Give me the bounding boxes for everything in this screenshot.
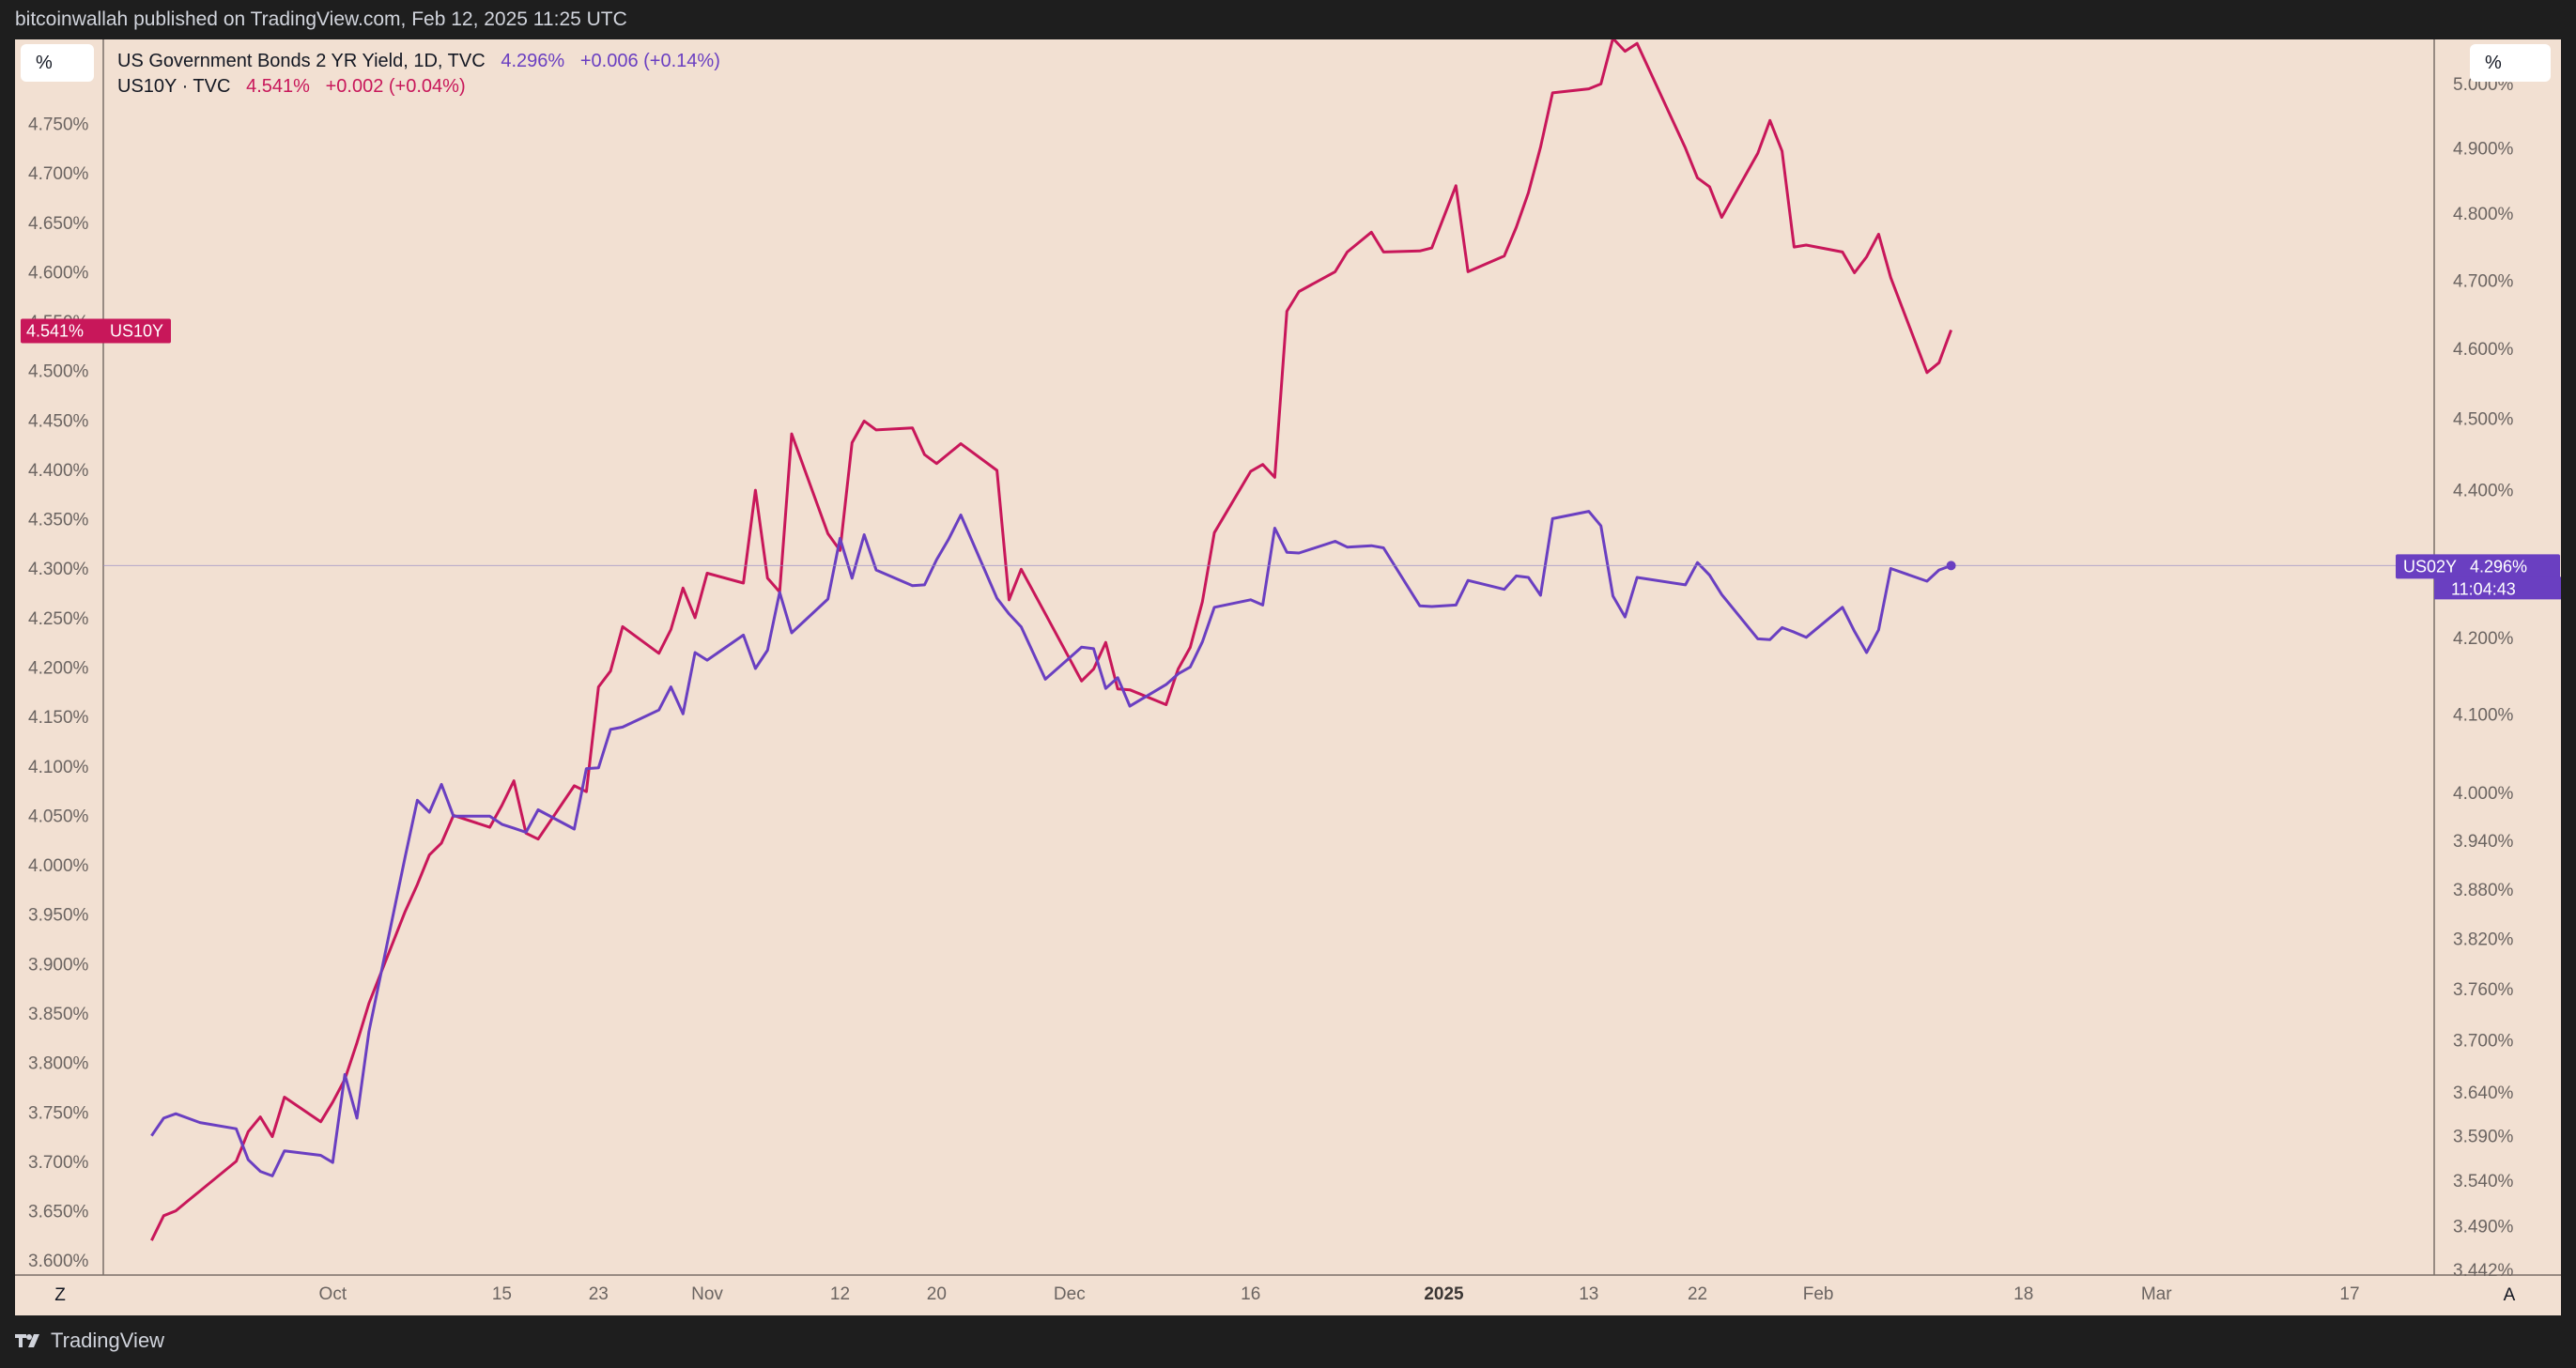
right-tick-label: 3.940% (2453, 832, 2514, 852)
us10y-price-tag: 4.541% (26, 322, 84, 341)
legend-name-us02y: US Government Bonds 2 YR Yield, 1D, TVC (117, 51, 486, 71)
time-tick-label: Dec (1054, 1284, 1086, 1304)
plot-background (15, 39, 2561, 1315)
us02y-countdown-box (2434, 576, 2561, 600)
time-tick-label: 20 (927, 1284, 947, 1304)
us02y-last-point (1946, 561, 1956, 571)
left-tick-label: 4.000% (28, 856, 89, 876)
right-tick-label: 3.442% (2453, 1261, 2514, 1281)
right-tick-label: 3.820% (2453, 930, 2514, 950)
right-tick-label: 4.500% (2453, 409, 2514, 429)
right-unit-button[interactable]: % (2470, 44, 2551, 82)
left-tick-label: 3.600% (28, 1252, 89, 1271)
left-tick-label: 3.750% (28, 1103, 89, 1123)
legend-change-us10y: +0.002 (+0.04%) (325, 76, 466, 97)
right-tick-label: 4.400% (2453, 481, 2514, 500)
time-tick-label: 17 (2339, 1284, 2359, 1304)
left-unit-label: % (36, 53, 53, 73)
series-layer (150, 39, 1953, 1241)
right-tick-label: 4.200% (2453, 629, 2514, 649)
left-tick-label: 4.250% (28, 609, 89, 629)
left-tick-label: 4.700% (28, 164, 89, 184)
legend-row-us02y[interactable]: US Government Bonds 2 YR Yield, 1D, TVC … (117, 49, 720, 74)
right-tick-label: 3.640% (2453, 1084, 2514, 1103)
left-tick-label: 4.100% (28, 758, 89, 777)
left-tick-label: 4.300% (28, 560, 89, 579)
time-tick-label: Feb (1803, 1284, 1834, 1304)
price-labels: US02Y 4.296% 11:04:43 4.541% US10Y (21, 318, 2561, 600)
time-tick-label: 23 (589, 1284, 609, 1304)
series-line-us02y (150, 510, 1952, 1177)
left-tick-label: 3.950% (28, 906, 89, 926)
left-tick-label: 4.400% (28, 461, 89, 481)
us02y-price-tag: 4.296% (2470, 557, 2527, 576)
right-tick-label: 3.590% (2453, 1128, 2514, 1147)
chart-svg[interactable]: 3.600% 3.650% 3.700% 3.750% 3.800% 3.850% 3.90… (15, 39, 2561, 1315)
right-tick-label: 3.880% (2453, 881, 2514, 900)
left-tick-label: 4.050% (28, 807, 89, 826)
series-line-us10y (150, 39, 1953, 1241)
left-unit-button[interactable]: % (21, 44, 94, 82)
right-tick-label: 4.000% (2453, 784, 2514, 804)
time-tick-label: 2025 (1424, 1284, 1464, 1304)
right-price-axis[interactable]: 3.442% 3.490% 3.540% 3.590% 3.640% 3.700% 3.76… (2433, 39, 2514, 1281)
brand-name: TradingView (51, 1329, 165, 1352)
left-tick-label: 3.700% (28, 1153, 89, 1173)
right-tick-label: 4.900% (2453, 139, 2514, 159)
time-tick-label: 18 (2013, 1284, 2033, 1304)
left-tick-label: 3.650% (28, 1203, 89, 1222)
time-tick-label: Mar (2141, 1284, 2172, 1304)
right-tick-label: 3.490% (2453, 1217, 2514, 1237)
publisher-line: bitcoinwallah published on TradingView.c… (15, 8, 627, 30)
time-tick-label: 15 (492, 1284, 512, 1304)
time-axis[interactable]: Oct 15 23 Nov 12 20 Dec 16 2025 13 22 Feb 18 Mar 17 (15, 1274, 2561, 1304)
zoom-button[interactable]: Z (41, 1282, 79, 1310)
time-tick-label: 13 (1579, 1284, 1598, 1304)
legend-row-us10y[interactable]: US10Y · TVC 4.541% +0.002 (+0.04%) (117, 74, 720, 100)
left-tick-label: 4.650% (28, 214, 89, 234)
time-tick-label: 16 (1241, 1284, 1260, 1304)
us10y-name-tag: US10Y (110, 322, 163, 341)
left-tick-label: 3.850% (28, 1005, 89, 1024)
left-tick-label: 4.750% (28, 115, 89, 134)
chart-pane[interactable]: 3.600% 3.650% 3.700% 3.750% 3.800% 3.850% 3.90… (15, 39, 2561, 1315)
tradingview-brand[interactable]: TradingView (15, 1329, 164, 1353)
legend-last-us02y: 4.296% (501, 51, 565, 71)
left-tick-label: 4.500% (28, 362, 89, 382)
us10y-price-label-box (21, 318, 171, 344)
tradingview-logo-icon (15, 1334, 39, 1347)
left-price-axis[interactable]: 3.600% 3.650% 3.700% 3.750% 3.800% 3.850% 3.90… (28, 39, 104, 1275)
left-tick-label: 3.800% (28, 1054, 89, 1074)
left-tick-label: 4.450% (28, 411, 89, 431)
zoom-button-label: Z (54, 1285, 66, 1305)
time-tick-label: 22 (1688, 1284, 1707, 1304)
time-tick-label: 12 (830, 1284, 850, 1304)
right-unit-label: % (2485, 53, 2502, 73)
footer-bar: TradingView (0, 1315, 2576, 1368)
left-tick-label: 3.900% (28, 955, 89, 975)
right-tick-label: 3.760% (2453, 980, 2514, 1000)
auto-scale-button-label: A (2503, 1285, 2516, 1305)
auto-scale-button[interactable]: A (2491, 1282, 2528, 1310)
left-tick-label: 4.150% (28, 708, 89, 728)
right-tick-label: 4.100% (2453, 705, 2514, 725)
legend-last-us10y: 4.541% (246, 76, 310, 97)
right-tick-label: 4.600% (2453, 340, 2514, 360)
legend-change-us02y: +0.006 (+0.14%) (579, 51, 720, 71)
right-tick-label: 4.700% (2453, 271, 2514, 291)
header-bar: bitcoinwallah published on TradingView.c… (0, 0, 2576, 39)
right-tick-label: 3.700% (2453, 1032, 2514, 1052)
us02y-countdown: 11:04:43 (2451, 579, 2516, 598)
left-tick-label: 4.200% (28, 659, 89, 679)
left-tick-label: 4.350% (28, 511, 89, 530)
time-tick-label: Nov (691, 1284, 723, 1304)
left-tick-label: 4.600% (28, 263, 89, 283)
chart-legend: US Government Bonds 2 YR Yield, 1D, TVC … (117, 49, 720, 100)
legend-name-us10y: US10Y · TVC (117, 76, 231, 97)
right-tick-label: 4.800% (2453, 205, 2514, 224)
time-tick-label: Oct (319, 1284, 347, 1304)
right-tick-label: 3.540% (2453, 1172, 2514, 1191)
us02y-price-label-box (2396, 554, 2560, 579)
us02y-name-tag: US02Y (2403, 557, 2457, 576)
